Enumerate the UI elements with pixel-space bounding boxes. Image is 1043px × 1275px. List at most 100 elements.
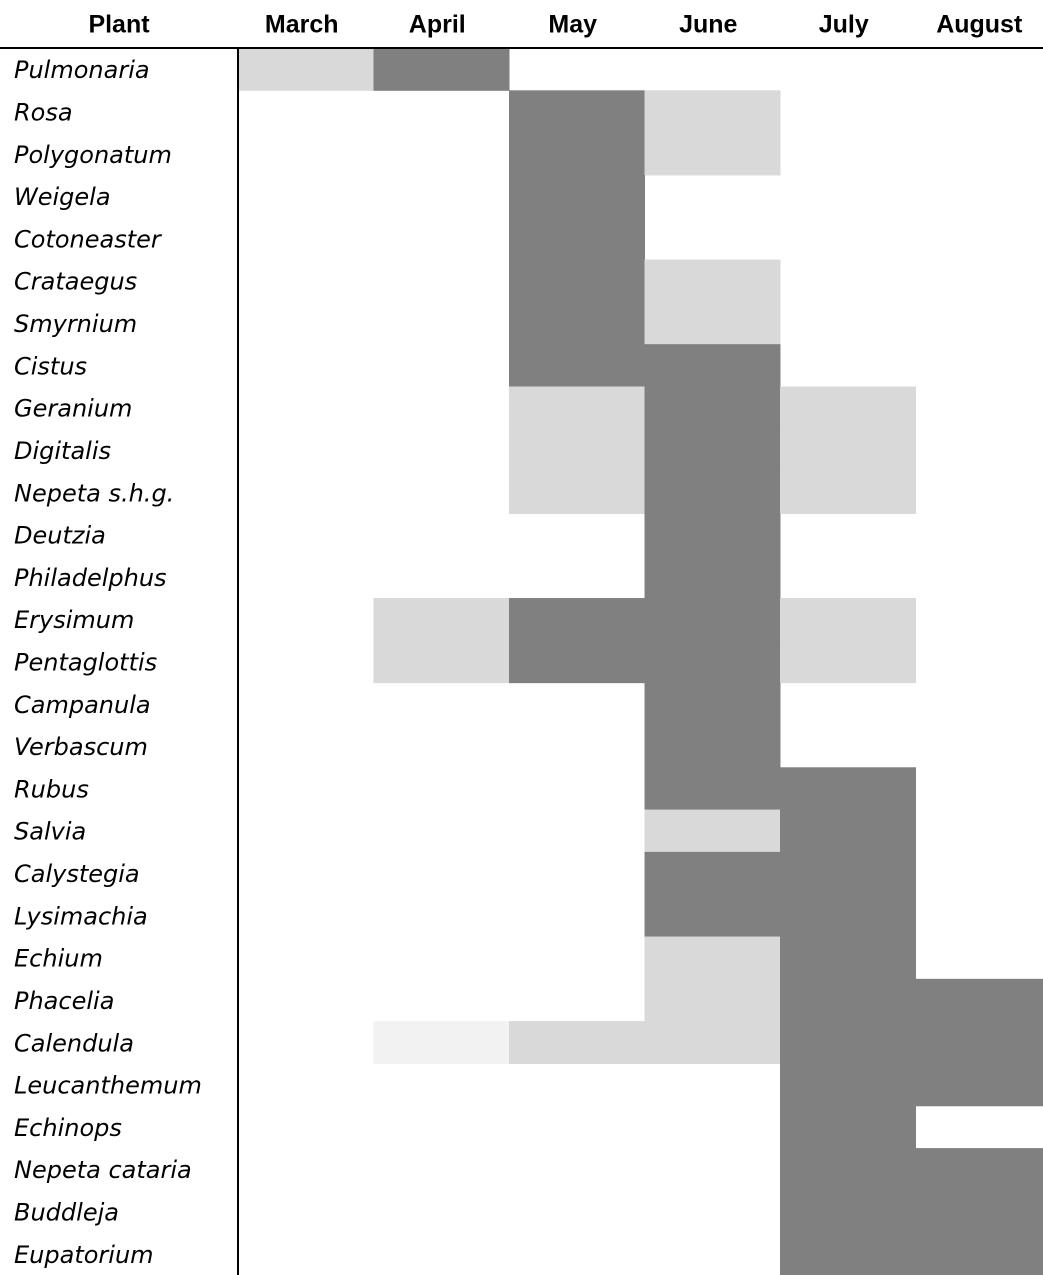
cell-fill: [780, 1063, 916, 1107]
cell-fill: [644, 428, 781, 472]
cell-fill: [780, 1232, 916, 1275]
plant-name: Campanula: [14, 691, 151, 719]
plant-name: Eupatorium: [14, 1241, 154, 1269]
plant-name: Buddleja: [14, 1199, 119, 1227]
cell-fill: [644, 682, 781, 726]
cell-fill: [644, 132, 781, 176]
plant-name: Smyrnium: [14, 310, 137, 338]
plant-name: Erysimum: [14, 606, 134, 634]
column-header: August: [936, 11, 1023, 39]
cell-fill: [509, 90, 645, 134]
cell-fill: [509, 428, 645, 472]
cell-fill: [780, 1148, 916, 1191]
cell-fill: [509, 174, 645, 218]
plant-name: Verbascum: [14, 733, 148, 761]
cell-fill: [644, 90, 781, 134]
cell-fill: [509, 640, 645, 684]
cell-fill: [644, 471, 781, 514]
cell-fill: [644, 598, 781, 641]
plant-name: Digitalis: [14, 437, 111, 465]
cell-fill: [644, 936, 781, 980]
plant-name: Echium: [14, 945, 103, 973]
plant-name: Nepeta s.h.g.: [14, 479, 174, 507]
cell-fill: [509, 386, 645, 430]
cell-fill: [644, 259, 781, 303]
cell-fill: [780, 1190, 916, 1234]
cell-fill: [780, 598, 916, 641]
cell-fill: [780, 386, 916, 430]
cell-fill: [915, 1232, 1043, 1275]
cell-fill: [780, 1105, 916, 1149]
cell-fill: [915, 1190, 1043, 1234]
column-header: July: [819, 11, 869, 39]
plant-name: Pentaglottis: [14, 649, 157, 677]
column-header: April: [409, 11, 466, 39]
plant-name: Leucanthemum: [14, 1072, 202, 1100]
cell-fill: [780, 809, 916, 853]
plant-name: Rubus: [14, 775, 89, 803]
plant-name: Pulmonaria: [14, 56, 150, 84]
cell-fill: [780, 767, 916, 811]
cell-fill: [373, 1021, 510, 1064]
cell-fill: [644, 513, 781, 557]
plant-name: Deutzia: [14, 522, 106, 550]
cell-fill: [373, 640, 510, 684]
cell-fill: [509, 1021, 645, 1064]
cell-fill: [644, 386, 781, 430]
cell-fill: [644, 978, 781, 1022]
column-header: June: [679, 11, 737, 39]
column-header: Plant: [88, 11, 150, 39]
cell-fill: [509, 132, 645, 176]
plant-name: Philadelphus: [14, 564, 167, 592]
cell-fill: [644, 1021, 781, 1064]
plant-name: Cistus: [14, 352, 87, 380]
plant-name: Rosa: [14, 98, 73, 126]
cell-fill: [509, 259, 645, 303]
cell-fill: [915, 1063, 1043, 1107]
cell-fill: [644, 894, 781, 938]
cell-fill: [780, 978, 916, 1022]
cell-fill: [509, 344, 645, 387]
plant-name: Nepeta cataria: [14, 1156, 192, 1184]
column-header: March: [265, 11, 339, 39]
column-header: May: [548, 11, 597, 39]
cell-fill: [780, 936, 916, 980]
cell-fill: [644, 555, 781, 599]
plant-name: Lysimachia: [14, 902, 148, 930]
plant-name: Weigela: [14, 183, 111, 211]
cell-fill: [509, 301, 645, 345]
cell-fill: [780, 894, 916, 938]
plant-name: Cotoneaster: [14, 225, 163, 253]
cell-fill: [509, 217, 645, 261]
cell-fill: [373, 598, 510, 641]
cell-fill: [644, 767, 781, 811]
cell-fill: [780, 428, 916, 472]
cell-fill: [238, 48, 374, 91]
cell-fill: [780, 640, 916, 684]
plant-name: Phacelia: [14, 987, 114, 1015]
plant-name: Crataegus: [14, 268, 137, 296]
cell-fill: [509, 598, 645, 641]
cell-fill: [644, 301, 781, 345]
cell-fill: [780, 1021, 916, 1064]
cell-fill: [644, 640, 781, 684]
cell-fill: [915, 1021, 1043, 1064]
cell-fill: [780, 851, 916, 895]
cell-fill: [780, 471, 916, 514]
plant-name: Polygonatum: [14, 141, 172, 169]
cell-fill: [644, 851, 781, 895]
plant-name: Calystegia: [14, 860, 140, 888]
plant-name: Calendula: [14, 1029, 134, 1057]
cell-fill: [644, 724, 781, 768]
cell-fill: [915, 1148, 1043, 1191]
cell-fill: [373, 48, 510, 91]
cell-fill: [915, 978, 1043, 1022]
plant-name: Geranium: [14, 395, 132, 423]
cell-fill: [644, 809, 781, 853]
cell-fill: [509, 471, 645, 514]
plant-name: Echinops: [14, 1114, 122, 1142]
cell-fill: [644, 344, 781, 387]
plant-name: Salvia: [14, 818, 86, 846]
